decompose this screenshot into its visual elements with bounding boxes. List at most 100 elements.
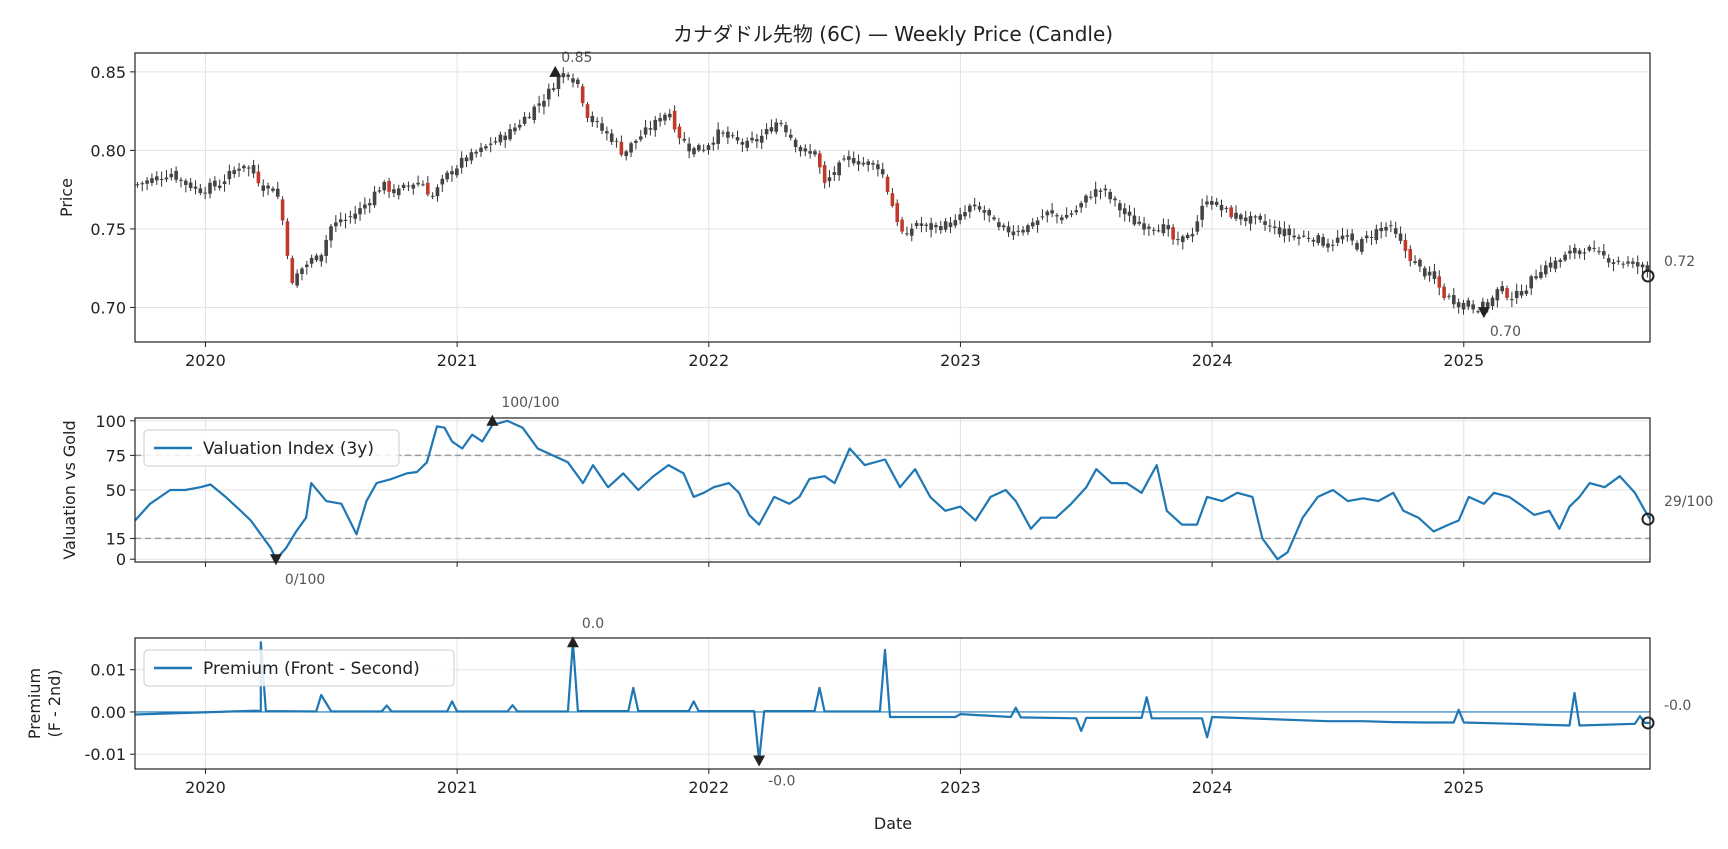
- candle-body: [1408, 249, 1413, 261]
- candle-body: [401, 184, 406, 188]
- candle-body: [1524, 290, 1529, 294]
- valuation-series: [134, 419, 1651, 561]
- candle-body: [1093, 189, 1098, 197]
- candle-body: [929, 223, 933, 230]
- candle-body: [213, 180, 217, 187]
- candle-body: [1616, 260, 1621, 262]
- max-marker: [566, 636, 579, 648]
- price-y-axis-label: Price: [57, 178, 76, 217]
- candle-body: [1253, 216, 1258, 218]
- candle-body: [537, 103, 541, 106]
- candle-body: [488, 143, 493, 145]
- candle-body: [1045, 211, 1050, 216]
- candle-body: [576, 79, 580, 85]
- candle-body: [1195, 221, 1200, 232]
- annotation-label: 0.85: [561, 50, 592, 66]
- candle-body: [779, 123, 783, 125]
- candle-body: [227, 171, 232, 180]
- candle-body: [445, 172, 449, 180]
- candle-body: [513, 127, 517, 132]
- candle-body: [1606, 258, 1611, 263]
- candle-body: [851, 158, 856, 164]
- candle-body: [605, 131, 609, 134]
- candle-body: [1577, 250, 1582, 255]
- y-tick-label: -0.01: [85, 745, 126, 764]
- candle-body: [164, 177, 169, 180]
- candle-body: [169, 173, 174, 178]
- y-tick-label: 100: [95, 412, 126, 431]
- candle-body: [174, 170, 178, 180]
- y-tick-label: 0.85: [90, 63, 126, 82]
- candle-body: [992, 217, 996, 220]
- max-marker: [486, 414, 499, 426]
- candle-body: [1626, 261, 1630, 264]
- candle-body: [440, 178, 445, 185]
- candle-body: [609, 133, 614, 142]
- x-tick-label: 2020: [185, 351, 226, 370]
- candle-body: [1597, 251, 1601, 253]
- candle-body: [527, 116, 532, 118]
- candle-body: [1481, 301, 1485, 312]
- candle-body: [890, 193, 895, 207]
- candle-body: [217, 185, 222, 189]
- annotation-label: 0.72: [1664, 254, 1695, 270]
- price-candles: [135, 67, 1650, 315]
- candle-body: [1437, 276, 1442, 288]
- candle-body: [1422, 268, 1427, 277]
- candle-body: [1147, 226, 1151, 229]
- candle-body: [184, 180, 188, 185]
- candle-body: [261, 185, 266, 191]
- candle-body: [759, 135, 764, 143]
- premium-panel: 0.0-0.0-0.0 -0.010.000.01 2020 2021 2022 20…: [25, 616, 1691, 797]
- y-tick-label: 0.00: [90, 703, 126, 722]
- x-tick-label: 2022: [688, 778, 729, 797]
- candle-body: [1534, 276, 1538, 279]
- price-x-ticks: 2020 2021 2022 2023 2024 2025: [185, 342, 1484, 370]
- candle-body: [551, 88, 556, 90]
- candle-body: [1050, 210, 1054, 214]
- candle-body: [968, 205, 972, 212]
- candle-body: [721, 132, 725, 134]
- series-line: [134, 419, 1651, 561]
- candle-body: [1461, 302, 1466, 310]
- candle-body: [280, 199, 285, 221]
- candle-body: [1035, 220, 1040, 225]
- candle-body: [1621, 263, 1625, 265]
- valuation-y-ticks: 0 15 50 75 100: [95, 412, 135, 569]
- candle-body: [788, 134, 793, 138]
- candle-body: [982, 210, 987, 213]
- candle-body: [1364, 235, 1369, 239]
- candle-body: [1645, 265, 1650, 273]
- candle-body: [459, 157, 464, 168]
- candle-body: [595, 121, 599, 123]
- candle-body: [1040, 216, 1045, 218]
- candle-body: [716, 129, 720, 144]
- candle-body: [1490, 297, 1495, 307]
- candle-body: [900, 219, 904, 232]
- candle-body: [1161, 224, 1166, 234]
- annotation-label: 0.0: [582, 616, 604, 632]
- candle-body: [353, 213, 358, 219]
- candle-body: [1011, 231, 1016, 236]
- candle-body: [1229, 207, 1233, 218]
- candle-body: [1587, 246, 1592, 251]
- candle-body: [1350, 233, 1354, 241]
- y-tick-label: 50: [106, 481, 126, 500]
- candle-body: [1103, 188, 1108, 191]
- candle-body: [638, 136, 643, 140]
- y-tick-label: 0: [116, 550, 126, 569]
- candle-body: [871, 163, 875, 165]
- candle-body: [914, 222, 919, 227]
- candle-body: [159, 179, 164, 181]
- candle-body: [977, 206, 982, 210]
- price-axes-frame: [134, 52, 1651, 343]
- y-tick-label: 0.75: [90, 220, 126, 239]
- candle-body: [406, 185, 411, 187]
- valuation-annotations: 100/100 0/100 29/100: [269, 395, 1713, 588]
- candle-body: [1447, 295, 1451, 297]
- candle-body: [290, 258, 295, 283]
- candle-body: [411, 184, 416, 189]
- x-tick-label: 2023: [940, 351, 981, 370]
- candle-body: [1418, 259, 1422, 267]
- candle-body: [924, 224, 929, 226]
